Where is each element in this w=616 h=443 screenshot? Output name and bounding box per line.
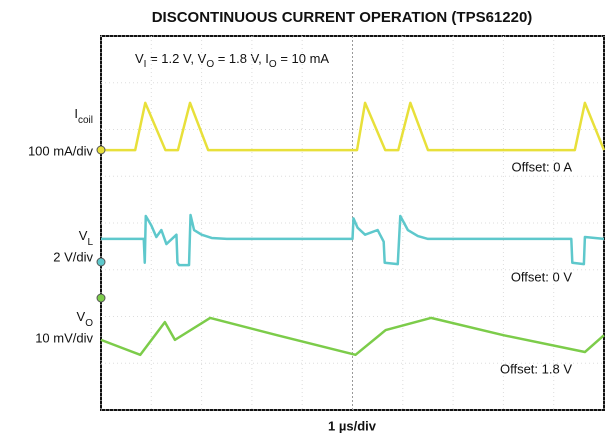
conditions: VI = 1.2 V, VO = 1.8 V, IO = 10 mA bbox=[135, 51, 329, 69]
x-axis-label: 1 µs/div bbox=[328, 418, 377, 433]
channel-offset: Offset: 1.8 V bbox=[500, 361, 572, 376]
channel-sub: L bbox=[87, 237, 93, 248]
ground-marker bbox=[96, 293, 106, 303]
channel-sub: coil bbox=[78, 115, 93, 126]
conditions-part: = 1.8 V, I bbox=[214, 51, 269, 66]
channel-scale: 2 V/div bbox=[53, 249, 93, 264]
channel-name: V bbox=[77, 309, 86, 324]
conditions-part: V bbox=[135, 51, 144, 66]
channel-label: Icoil bbox=[74, 106, 93, 125]
conditions-sub: O bbox=[206, 59, 214, 70]
channel-offset: Offset: 0 A bbox=[512, 159, 573, 174]
ground-marker bbox=[96, 257, 106, 267]
channel-scale: 100 mA/div bbox=[28, 143, 94, 158]
conditions-part: = 1.2 V, V bbox=[146, 51, 206, 66]
trace bbox=[101, 213, 605, 267]
conditions-sub: O bbox=[269, 59, 277, 70]
channel-scale: 10 mV/div bbox=[35, 330, 93, 345]
channel-offset: Offset: 0 V bbox=[511, 269, 573, 284]
chart-title: DISCONTINUOUS CURRENT OPERATION (TPS6122… bbox=[152, 9, 533, 26]
trace bbox=[101, 101, 606, 152]
conditions-sub: I bbox=[144, 59, 147, 70]
trace bbox=[100, 316, 605, 357]
channel-label: VO bbox=[77, 309, 94, 328]
channel-name: I bbox=[74, 106, 78, 121]
channel-label: VL bbox=[79, 228, 94, 247]
conditions-part: = 10 mA bbox=[277, 51, 330, 66]
channel-name: V bbox=[79, 228, 88, 243]
ground-marker bbox=[96, 145, 106, 155]
channel-sub: O bbox=[85, 318, 93, 329]
